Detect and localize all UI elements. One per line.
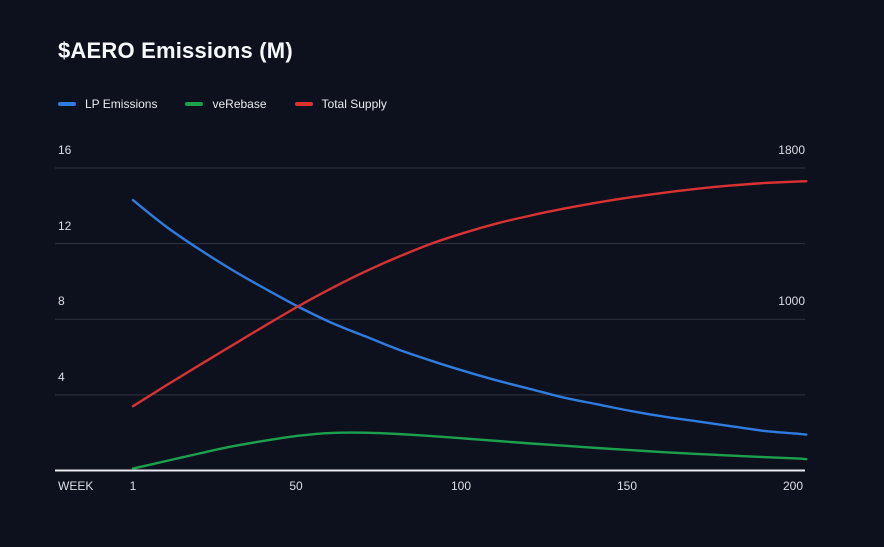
series-line-total-supply [131, 180, 808, 408]
chart-title: $AERO Emissions (M) [58, 38, 293, 63]
legend-swatch-icon [185, 102, 204, 106]
series-line-lp-emissions [131, 198, 808, 436]
y-axis-left-tick: 12 [58, 219, 72, 233]
legend-swatch-icon [58, 102, 76, 106]
x-axis-tick: 200 [782, 479, 804, 493]
x-axis-tick: 1 [129, 479, 137, 493]
y-axis-right-tick: 1000 [778, 294, 805, 308]
chart-legend: LP Emissions veRebase Total Supply [58, 97, 387, 111]
y-axis-left-tick: 8 [58, 294, 65, 308]
legend-swatch-icon [294, 102, 313, 106]
legend-item-verebase[interactable]: veRebase [185, 97, 267, 111]
y-axis-right-tick: 1800 [778, 143, 805, 157]
legend-label: Total Supply [321, 97, 387, 111]
series-line-verebase [131, 431, 808, 470]
x-axis-tick: 100 [450, 479, 472, 493]
x-axis-title: WEEK [58, 479, 94, 493]
y-axis-left-tick: 16 [58, 143, 72, 157]
y-axis-left-tick: 4 [58, 370, 65, 384]
legend-item-total-supply[interactable]: Total Supply [294, 97, 387, 111]
legend-label: LP Emissions [85, 97, 158, 111]
legend-item-lp-emissions[interactable]: LP Emissions [58, 97, 157, 111]
x-axis-tick: 150 [616, 479, 638, 493]
legend-label: veRebase [212, 97, 267, 111]
x-axis-tick: 50 [289, 479, 303, 493]
